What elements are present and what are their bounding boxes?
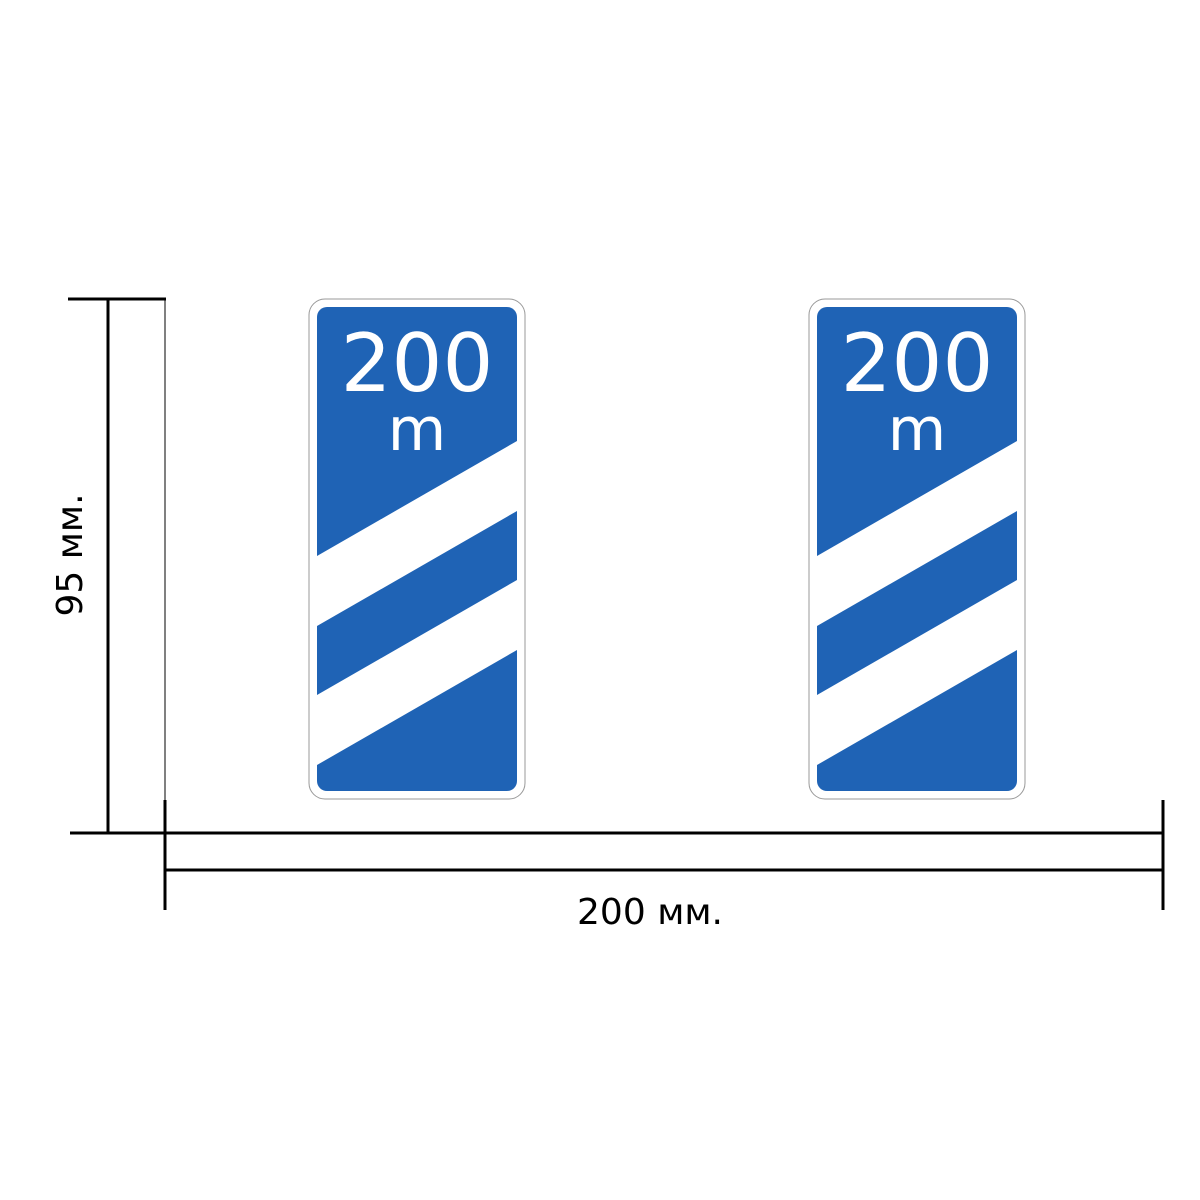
sign-right: 200 m: [808, 298, 1026, 800]
sign-unit: m: [388, 395, 446, 465]
width-label: 200 мм.: [577, 892, 723, 933]
height-dimension: [68, 297, 166, 833]
height-label: 95 мм.: [50, 493, 91, 616]
sign-left: 200 m: [308, 298, 526, 800]
width-dimension: [70, 800, 1165, 910]
sign-distance: 200: [841, 317, 994, 410]
sign-unit: m: [888, 395, 946, 465]
sign-distance: 200: [341, 317, 494, 410]
